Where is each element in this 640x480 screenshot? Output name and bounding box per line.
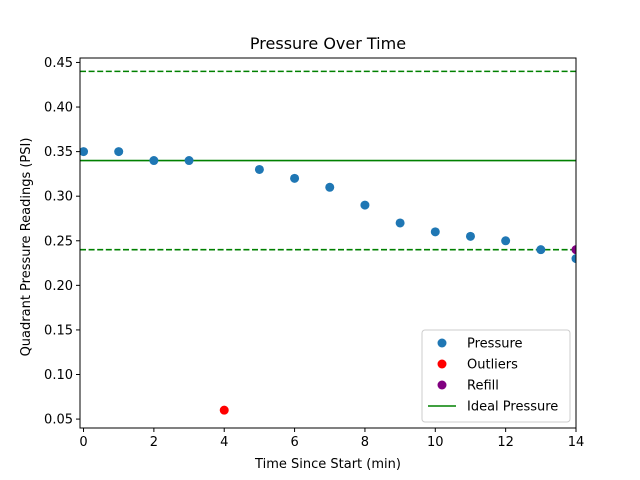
pressure-point [290, 173, 300, 183]
y-tick-label: 0.10 [44, 368, 73, 383]
pressure-point [536, 245, 546, 255]
legend-marker-pressure [437, 338, 447, 348]
y-axis-label: Quadrant Pressure Readings (PSI) [19, 138, 34, 357]
pressure-point [360, 200, 370, 210]
pressure-point [501, 236, 511, 246]
x-tick-label: 10 [427, 435, 444, 450]
x-tick-label: 2 [150, 435, 158, 450]
pressure-point [571, 254, 576, 264]
pressure-point [325, 182, 335, 192]
legend-label-ideal-pressure: Ideal Pressure [467, 400, 558, 415]
data-points [80, 147, 576, 415]
outliers-point [219, 405, 229, 415]
reference-lines [80, 70, 576, 251]
legend-box [421, 329, 571, 423]
pressure-point [80, 147, 89, 157]
legend: Pressure Outliers Refill Ideal Pressure [421, 329, 571, 423]
pressure-point [254, 164, 264, 174]
legend-label-outliers: Outliers [467, 358, 518, 373]
y-tick-label: 0.45 [44, 56, 73, 71]
refill-point [571, 245, 576, 255]
pressure-point [149, 156, 159, 166]
x-tick-label: 8 [361, 435, 369, 450]
legend-label-refill: Refill [467, 379, 499, 394]
pressure-point [184, 156, 194, 166]
pressure-point [430, 227, 440, 237]
x-tick-label: 14 [568, 435, 585, 450]
legend-label-pressure: Pressure [467, 337, 523, 352]
legend-marker-outliers [437, 359, 447, 369]
y-tick-label: 0.40 [44, 101, 73, 116]
y-tick-label: 0.25 [44, 234, 73, 249]
pressure-point [114, 147, 124, 157]
plot-area: 0 2 4 6 8 10 12 14 0.05 0.10 0.15 0.20 0.25 0.30 0.35 0… [44, 56, 584, 450]
x-tick-label: 6 [290, 435, 298, 450]
chart-title: Pressure Over Time [250, 34, 406, 53]
pressure-point [395, 218, 405, 228]
legend-marker-refill [437, 380, 447, 390]
y-tick-label: 0.35 [44, 145, 73, 160]
axes-frame [79, 57, 577, 429]
pressure-point [465, 231, 475, 241]
y-tick-label: 0.20 [44, 279, 73, 294]
y-tick-label: 0.30 [44, 190, 73, 205]
y-tick-label: 0.15 [44, 323, 73, 338]
y-tick-label: 0.05 [44, 413, 73, 428]
x-tick-label: 4 [220, 435, 228, 450]
x-tick-label: 0 [79, 435, 87, 450]
x-axis-label: Time Since Start (min) [254, 457, 401, 472]
x-tick-label: 12 [497, 435, 514, 450]
